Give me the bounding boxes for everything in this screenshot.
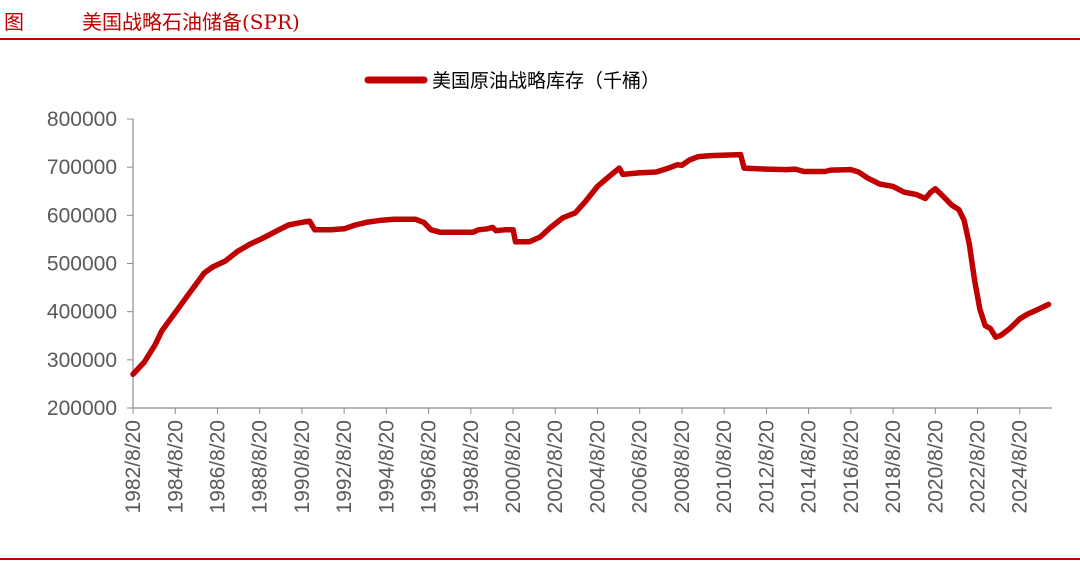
x-tick-label: 1982/8/20 [122, 420, 145, 513]
x-tick-label: 1986/8/20 [206, 420, 229, 513]
x-tick-label: 2004/8/20 [586, 420, 609, 513]
legend-label: 美国原油战略库存（千桶） [432, 70, 660, 92]
x-tick-label: 2014/8/20 [798, 420, 821, 513]
x-tick-label: 2016/8/20 [840, 420, 863, 513]
series-line [130, 151, 1052, 378]
header-rule [0, 38, 1080, 40]
figure-label: 图 [4, 10, 24, 34]
y-tick-label: 800000 [47, 108, 117, 131]
x-tick-label: 2006/8/20 [629, 420, 652, 513]
x-tick-label: 1984/8/20 [164, 420, 187, 513]
series-group [130, 151, 1052, 378]
figure-title: 美国战略石油储备(SPR) [82, 10, 300, 34]
spr-line-chart: 美国原油战略库存（千桶） 200000 300000 400000 500000 600… [47, 70, 1052, 513]
x-tick-label: 1998/8/20 [460, 420, 483, 513]
x-tick-label: 2012/8/20 [755, 420, 778, 513]
x-tick-label: 2024/8/20 [1009, 420, 1032, 513]
y-axis-ticks: 200000 300000 400000 500000 600000 700000 8000… [47, 108, 133, 420]
x-tick-label: 1990/8/20 [291, 420, 314, 513]
x-tick-label: 2022/8/20 [966, 420, 989, 513]
bottom-rule [0, 558, 1080, 560]
x-tick-label: 2020/8/20 [924, 420, 947, 513]
x-tick-label: 2008/8/20 [671, 420, 694, 513]
x-tick-label: 2018/8/20 [882, 420, 905, 513]
x-tick-label: 2010/8/20 [713, 420, 736, 513]
x-tick-label: 1994/8/20 [375, 420, 398, 513]
y-tick-label: 200000 [47, 397, 117, 420]
legend: 美国原油战略库存（千桶） [364, 70, 660, 92]
x-tick-label: 2000/8/20 [502, 420, 525, 513]
figure-header: 图 美国战略石油储备(SPR) [0, 0, 1080, 40]
x-tick-label: 1996/8/20 [418, 420, 441, 513]
x-tick-label: 1988/8/20 [249, 420, 272, 513]
y-tick-label: 400000 [47, 301, 117, 324]
x-tick-label: 1992/8/20 [333, 420, 356, 513]
y-tick-label: 500000 [47, 253, 117, 276]
x-tick-label: 2002/8/20 [544, 420, 567, 513]
y-tick-label: 600000 [47, 204, 117, 227]
x-axis-ticks: 1982/8/20 1984/8/20 1986/8/20 1988/8/20 1990… [122, 408, 1032, 513]
y-tick-label: 700000 [47, 156, 117, 179]
y-tick-label: 300000 [47, 349, 117, 372]
